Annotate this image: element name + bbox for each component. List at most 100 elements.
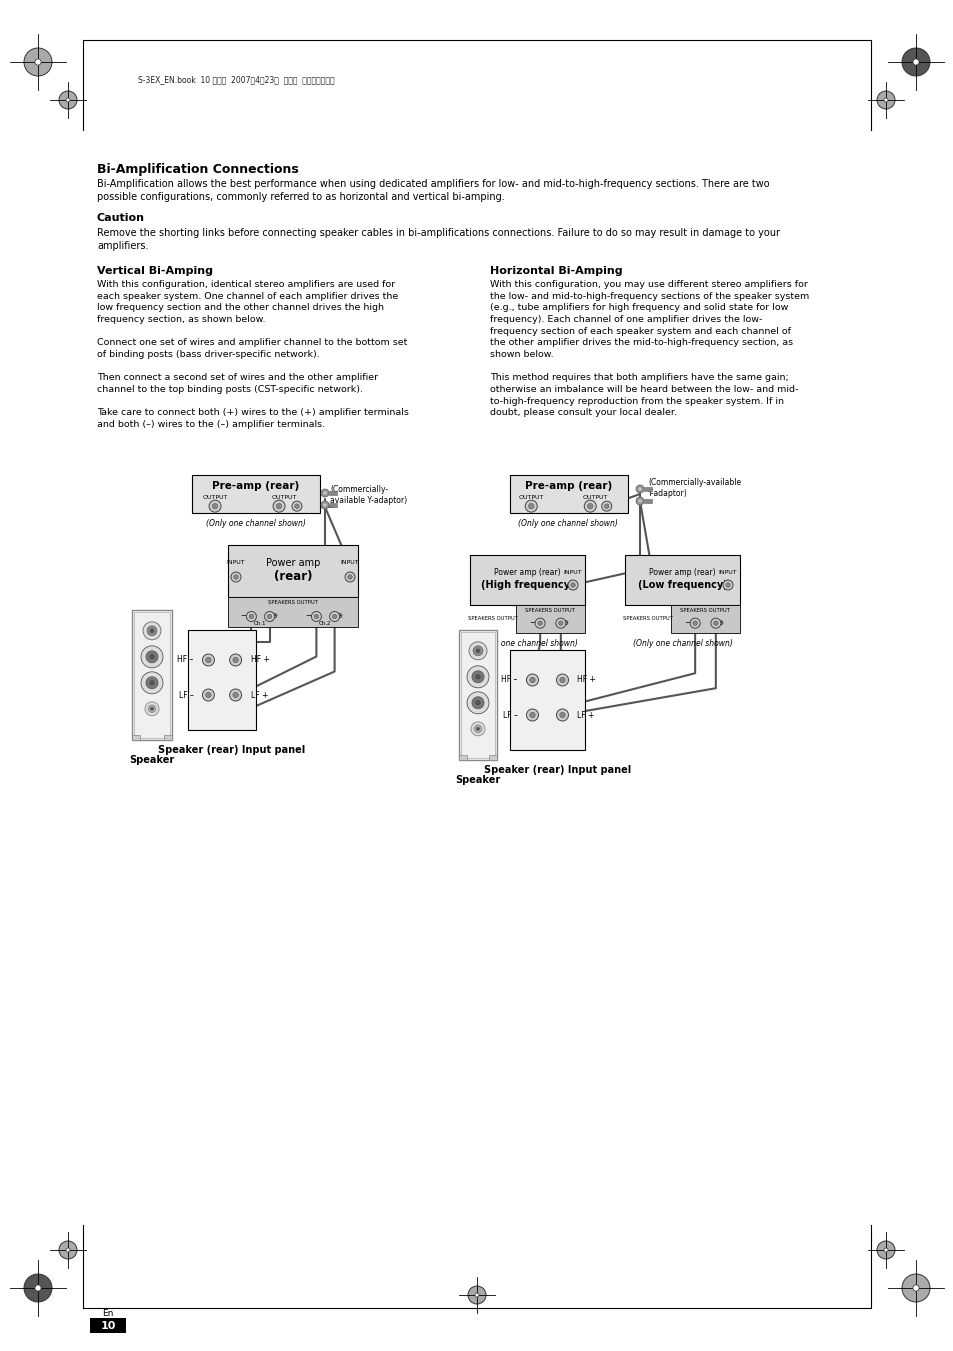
Circle shape bbox=[202, 689, 214, 701]
Circle shape bbox=[294, 504, 299, 508]
Circle shape bbox=[202, 654, 214, 666]
Bar bbox=[643, 486, 651, 490]
Circle shape bbox=[59, 91, 77, 109]
Text: (Commercially-available
Y-adaptor): (Commercially-available Y-adaptor) bbox=[647, 478, 740, 499]
Circle shape bbox=[246, 612, 256, 621]
Text: SPEAKERS OUTPUT: SPEAKERS OUTPUT bbox=[622, 616, 672, 621]
Circle shape bbox=[537, 621, 542, 626]
Circle shape bbox=[587, 504, 593, 509]
Circle shape bbox=[146, 677, 158, 689]
Circle shape bbox=[476, 727, 479, 730]
Circle shape bbox=[725, 582, 729, 588]
Bar bbox=[133, 612, 170, 738]
Text: INPUT: INPUT bbox=[340, 559, 359, 565]
Bar bbox=[90, 1319, 126, 1333]
Circle shape bbox=[883, 99, 887, 101]
Circle shape bbox=[876, 91, 894, 109]
Circle shape bbox=[151, 708, 153, 711]
Text: S-3EX_EN.book  10 ページ  2007年4月23日  月曜日  午後５時１２分: S-3EX_EN.book 10 ページ 2007年4月23日 月曜日 午後５時… bbox=[138, 76, 335, 85]
Circle shape bbox=[526, 709, 537, 721]
Circle shape bbox=[292, 501, 302, 511]
Text: ⊕: ⊕ bbox=[562, 620, 568, 627]
Circle shape bbox=[558, 621, 562, 626]
Circle shape bbox=[883, 1248, 887, 1252]
Text: Power amp: Power amp bbox=[266, 558, 320, 569]
Text: Pre-amp (rear): Pre-amp (rear) bbox=[213, 481, 299, 492]
Circle shape bbox=[535, 619, 544, 628]
Circle shape bbox=[901, 1274, 929, 1302]
Bar bbox=[329, 490, 336, 494]
Circle shape bbox=[528, 504, 534, 509]
Bar bbox=[329, 503, 336, 507]
Circle shape bbox=[24, 1274, 52, 1302]
Bar bbox=[228, 544, 357, 597]
Text: Ch.1: Ch.1 bbox=[254, 621, 267, 626]
Text: LF +: LF + bbox=[251, 690, 268, 700]
Circle shape bbox=[636, 485, 643, 493]
Circle shape bbox=[638, 486, 641, 490]
Circle shape bbox=[876, 1242, 894, 1259]
Bar bbox=[164, 735, 172, 740]
Text: LF +: LF + bbox=[577, 711, 595, 720]
Circle shape bbox=[233, 574, 238, 580]
Text: Power amp (rear): Power amp (rear) bbox=[494, 567, 560, 577]
Circle shape bbox=[529, 712, 535, 717]
Text: Bi-Amplification Connections: Bi-Amplification Connections bbox=[97, 163, 298, 176]
Circle shape bbox=[230, 654, 241, 666]
Bar bbox=[228, 597, 357, 627]
Bar bbox=[132, 611, 172, 740]
Circle shape bbox=[525, 500, 537, 512]
Circle shape bbox=[559, 677, 564, 682]
Circle shape bbox=[471, 721, 484, 736]
Bar bbox=[132, 735, 140, 740]
Circle shape bbox=[332, 615, 336, 619]
Text: −: − bbox=[240, 613, 246, 620]
Circle shape bbox=[206, 658, 211, 663]
Circle shape bbox=[230, 689, 241, 701]
Circle shape bbox=[249, 615, 253, 619]
Bar bbox=[460, 632, 495, 758]
Text: Power amp (rear): Power amp (rear) bbox=[648, 567, 715, 577]
Circle shape bbox=[468, 1286, 485, 1304]
Text: HF +: HF + bbox=[251, 655, 269, 665]
Bar bbox=[510, 650, 584, 750]
Circle shape bbox=[209, 500, 221, 512]
Text: (High frequency): (High frequency) bbox=[480, 580, 574, 590]
Text: HF –: HF – bbox=[177, 655, 193, 665]
Circle shape bbox=[150, 630, 153, 632]
Circle shape bbox=[206, 692, 211, 697]
Circle shape bbox=[276, 504, 281, 509]
Circle shape bbox=[567, 580, 578, 590]
Circle shape bbox=[467, 666, 489, 688]
Circle shape bbox=[141, 671, 163, 694]
Text: HF –: HF – bbox=[500, 676, 517, 685]
Circle shape bbox=[148, 705, 155, 712]
Text: OUTPUT: OUTPUT bbox=[518, 494, 543, 500]
Bar bbox=[643, 499, 651, 503]
Bar bbox=[489, 755, 497, 761]
Circle shape bbox=[24, 49, 52, 76]
Circle shape bbox=[273, 500, 285, 512]
Circle shape bbox=[143, 621, 161, 640]
Circle shape bbox=[323, 503, 327, 507]
Circle shape bbox=[476, 674, 479, 680]
Circle shape bbox=[473, 646, 482, 655]
Circle shape bbox=[348, 574, 352, 580]
Circle shape bbox=[150, 655, 154, 659]
Circle shape bbox=[66, 99, 70, 101]
Circle shape bbox=[472, 697, 483, 709]
Text: (Only one channel shown): (Only one channel shown) bbox=[632, 639, 732, 647]
Text: SPEAKERS OUTPUT: SPEAKERS OUTPUT bbox=[268, 600, 317, 605]
Circle shape bbox=[59, 1242, 77, 1259]
Text: SPEAKERS OUTPUT: SPEAKERS OUTPUT bbox=[525, 608, 575, 613]
Circle shape bbox=[476, 648, 479, 653]
Circle shape bbox=[526, 674, 537, 686]
Circle shape bbox=[145, 701, 159, 716]
Bar bbox=[188, 630, 255, 730]
Circle shape bbox=[35, 59, 41, 65]
Bar bbox=[510, 476, 627, 513]
Circle shape bbox=[469, 642, 486, 659]
Bar bbox=[458, 755, 467, 761]
Circle shape bbox=[556, 674, 568, 686]
Text: Speaker: Speaker bbox=[455, 775, 500, 785]
